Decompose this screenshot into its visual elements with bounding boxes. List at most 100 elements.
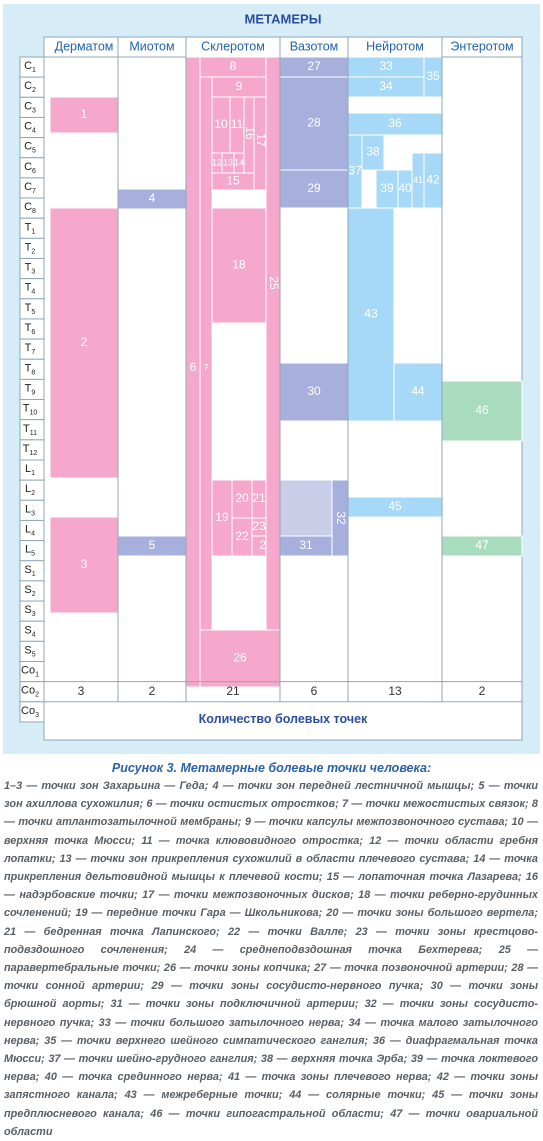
segment-letter: S xyxy=(24,584,31,596)
segment-label: T12 xyxy=(23,443,38,457)
point-block xyxy=(199,76,213,631)
block-label: 34 xyxy=(379,79,393,93)
segment-index: 4 xyxy=(31,530,35,537)
segment-letter: C xyxy=(24,181,32,193)
block-label: 18 xyxy=(232,258,246,272)
segment-index: 4 xyxy=(31,289,35,296)
segment-index: 6 xyxy=(32,168,36,175)
block-label: 22 xyxy=(235,529,249,543)
segment-index: 3 xyxy=(32,611,36,618)
point-block xyxy=(199,629,281,688)
column-header: Нейротом xyxy=(366,39,424,53)
segment-letter: T xyxy=(25,382,32,394)
segment-letter: T xyxy=(25,362,32,374)
segment-label: C1 xyxy=(24,60,36,74)
segment-label: T6 xyxy=(25,322,36,336)
point-block xyxy=(49,207,119,479)
segment-label: L1 xyxy=(25,463,35,477)
segment-index: 5 xyxy=(32,148,36,155)
segment-label: C2 xyxy=(24,80,36,94)
segment-label: C7 xyxy=(24,181,36,195)
page: {"title":"МЕТАМЕРЫ", "columns":["Дермато… xyxy=(3,4,540,1138)
segment-index: 4 xyxy=(32,631,36,638)
segment-index: 5 xyxy=(31,309,35,316)
column-header: Вазотом xyxy=(290,39,339,53)
column-header: Энтеротом xyxy=(450,39,513,53)
segment-index: 1 xyxy=(32,67,36,74)
segment-label: Co3 xyxy=(21,705,39,719)
segment-letter: T xyxy=(25,261,32,273)
segment-label: T11 xyxy=(23,423,37,437)
point-block xyxy=(361,134,385,171)
block-label: 46 xyxy=(475,403,489,417)
block-shade xyxy=(279,479,333,537)
segment-label: Co1 xyxy=(21,664,39,678)
block-label: 27 xyxy=(307,59,321,73)
segment-label: S2 xyxy=(24,584,35,598)
segment-index: 11 xyxy=(30,430,37,437)
block-label: 16 xyxy=(243,126,257,140)
segment-index: 1 xyxy=(35,671,39,678)
point-block xyxy=(265,56,281,688)
count-value: 21 xyxy=(226,684,240,698)
count-value: 13 xyxy=(388,684,402,698)
segment-letter: T xyxy=(25,342,32,354)
segment-label: S4 xyxy=(24,624,35,638)
block-label: 3 xyxy=(81,557,88,571)
segment-index: 2 xyxy=(35,692,39,699)
column-header: Миотом xyxy=(129,39,174,53)
segment-letter: S xyxy=(24,564,31,576)
block-label: 26 xyxy=(233,651,247,665)
block-label: 20 xyxy=(235,491,249,505)
count-value: 2 xyxy=(149,684,156,698)
segment-label: T9 xyxy=(25,382,36,396)
segment-letter: Co xyxy=(21,705,35,717)
segment-letter: Co xyxy=(21,664,35,676)
block-label: 45 xyxy=(388,499,402,513)
segment-label: T10 xyxy=(23,403,38,417)
segment-cell xyxy=(19,701,45,723)
count-value: 2 xyxy=(479,684,486,698)
block-label: 2 xyxy=(81,335,88,349)
segment-label: S3 xyxy=(24,604,35,618)
segment-letter: L xyxy=(25,503,31,515)
block-label: 8 xyxy=(230,59,237,73)
segment-label: L4 xyxy=(25,523,35,537)
block-label: 11 xyxy=(231,117,244,131)
segment-letter: C xyxy=(24,141,32,153)
block-label: 37 xyxy=(348,164,362,178)
block-label: 44 xyxy=(411,384,425,398)
segment-letter: T xyxy=(25,221,32,233)
segment-label: T7 xyxy=(25,342,36,356)
point-block xyxy=(279,76,349,171)
segment-index: 8 xyxy=(32,208,36,215)
segment-index: 2 xyxy=(31,490,35,497)
segment-index: 5 xyxy=(32,651,36,658)
segment-letter: S xyxy=(24,604,31,616)
point-block xyxy=(49,516,119,614)
segment-index: 2 xyxy=(32,591,36,598)
segment-letter: C xyxy=(24,120,32,132)
segment-index: 1 xyxy=(31,470,35,477)
footer-label: Количество болевых точек xyxy=(199,712,368,726)
block-label: 14 xyxy=(234,157,244,167)
segment-letter: S xyxy=(24,624,31,636)
segment-label: C6 xyxy=(24,161,36,175)
block-label: 7 xyxy=(203,362,208,372)
segment-index: 8 xyxy=(31,369,35,376)
block-label: 38 xyxy=(366,145,380,159)
block-label: 42 xyxy=(426,173,440,187)
segment-letter: T xyxy=(25,282,32,294)
point-block xyxy=(347,207,395,422)
column-header: Склеротом xyxy=(201,39,265,53)
segment-letter: T xyxy=(25,241,32,253)
block-label: 39 xyxy=(380,181,394,195)
segment-index: 6 xyxy=(31,329,35,336)
segment-label: T1 xyxy=(25,221,36,235)
segment-letter: C xyxy=(24,60,32,72)
segment-index: 5 xyxy=(31,551,35,558)
segment-index: 3 xyxy=(31,510,35,517)
segment-label: C3 xyxy=(24,100,36,114)
segment-index: 10 xyxy=(29,409,37,416)
block-label: 25 xyxy=(267,276,281,290)
